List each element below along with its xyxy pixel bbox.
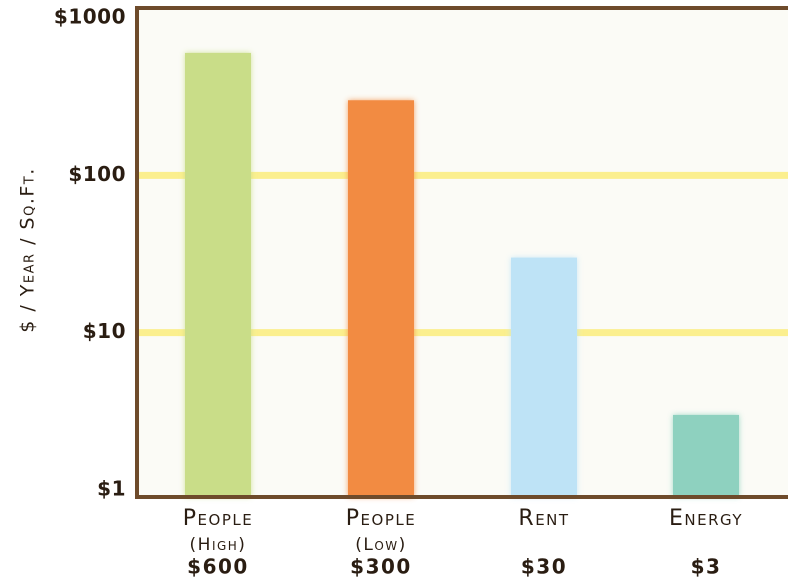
axis-frame: [135, 6, 788, 499]
x-tick-label: Rent: [518, 506, 569, 531]
x-tick-note: (Low): [355, 535, 407, 555]
y-axis-label: $ / Year / Sq.Ft.: [17, 167, 39, 333]
y-tick-label: $1: [97, 477, 126, 501]
value-label: $300: [350, 555, 412, 579]
bar: [185, 52, 251, 497]
bar: [511, 257, 577, 497]
x-tick-label: People: [183, 506, 253, 531]
bar: [348, 100, 414, 497]
value-label: $3: [691, 555, 722, 579]
x-tick-label: People: [346, 506, 416, 531]
y-tick-label: $100: [68, 162, 126, 186]
x-tick-note: (High): [190, 535, 247, 555]
x-tick-label: Energy: [669, 506, 743, 531]
value-label: $30: [521, 555, 567, 579]
value-label: $600: [187, 555, 249, 579]
y-tick-label: $10: [83, 319, 126, 343]
bar: [673, 414, 739, 497]
y-tick-label: $1000: [54, 5, 126, 29]
